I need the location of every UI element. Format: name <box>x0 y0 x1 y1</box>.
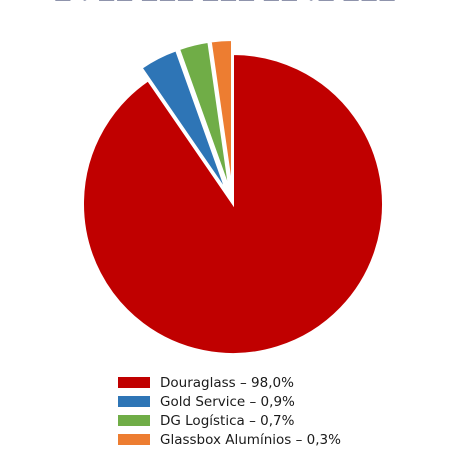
legend-label: DG Logística – 0,7% <box>160 412 295 429</box>
legend-item: Douraglass – 98,0% <box>118 373 341 392</box>
pie-slice <box>177 40 231 191</box>
legend-label: Douraglass – 98,0% <box>160 374 294 391</box>
pie-slice <box>82 52 384 355</box>
legend-swatch <box>118 415 150 426</box>
legend-item: DG Logística – 0,7% <box>118 411 341 430</box>
legend-swatch <box>118 396 150 407</box>
pie-chart <box>82 39 384 355</box>
legend-item: Gold Service – 0,9% <box>118 392 341 411</box>
legend-item: Glassbox Alumínios – 0,3% <box>118 430 341 449</box>
pie-slice <box>209 39 234 191</box>
cropped-title-band: — • —— ——— ——— —— •— ——— <box>0 0 451 8</box>
pie-slice <box>140 49 228 193</box>
chart-legend: Douraglass – 98,0% Gold Service – 0,9% D… <box>118 373 341 449</box>
cropped-title-remnant: — • —— ——— ——— —— •— ——— <box>0 0 451 8</box>
legend-swatch <box>118 377 150 388</box>
legend-swatch <box>118 434 150 445</box>
legend-label: Glassbox Alumínios – 0,3% <box>160 431 341 448</box>
legend-label: Gold Service – 0,9% <box>160 393 295 410</box>
